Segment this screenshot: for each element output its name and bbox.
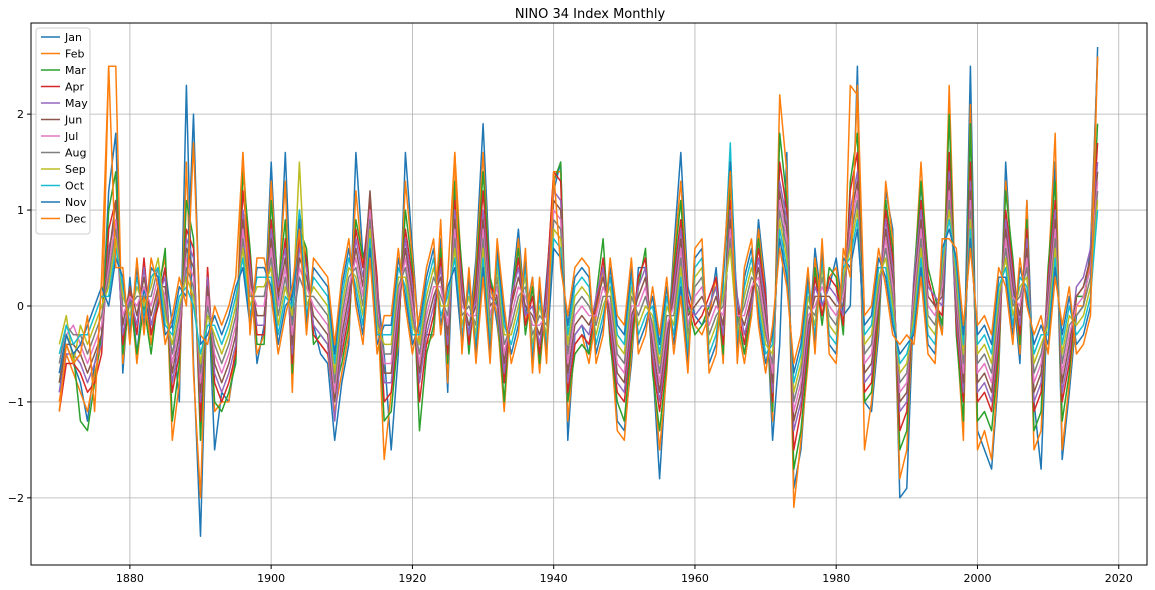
legend-label: Sep — [65, 163, 86, 176]
y-tick-label: 1 — [17, 204, 24, 217]
legend-label: Jan — [64, 31, 82, 44]
series-line-aug — [58, 190, 1099, 403]
y-tick-label: −2 — [8, 492, 24, 505]
x-tick-label: 2000 — [963, 572, 991, 585]
x-tick-label: 1920 — [398, 572, 426, 585]
legend: Jan Feb Mar Apr May Jun Jul Aug Sep Oct Nov Dec — [35, 27, 91, 235]
legend-label: Feb — [65, 48, 84, 61]
x-axis: 1880 1900 1920 1940 1960 1980 2000 2020 — [116, 565, 1133, 585]
y-tick-label: 0 — [17, 300, 24, 313]
plot-frame — [30, 22, 1148, 566]
chart-title: NINO 34 Index Monthly — [515, 7, 666, 22]
series-lines — [58, 46, 1099, 537]
legend-label: Dec — [65, 213, 86, 226]
legend-label: Nov — [65, 196, 87, 209]
legend-label: Oct — [65, 180, 85, 193]
series-line-jul — [58, 181, 1099, 413]
x-tick-label: 1940 — [540, 572, 568, 585]
legend-label: Aug — [65, 147, 86, 160]
y-tick-label: 2 — [17, 108, 24, 121]
y-axis: −2 −1 0 1 2 — [8, 108, 31, 505]
series-line-dec — [58, 56, 1099, 413]
legend-label: Jun — [64, 114, 82, 127]
series-line-sep — [58, 161, 1099, 394]
series-line-jun — [58, 171, 1099, 422]
series-line-mar — [58, 113, 1099, 470]
legend-box — [35, 27, 91, 235]
x-tick-label: 1880 — [116, 572, 144, 585]
series-line-may — [58, 162, 1099, 432]
x-tick-label: 2020 — [1105, 572, 1133, 585]
series-line-oct — [58, 142, 1099, 384]
legend-label: Apr — [65, 81, 85, 94]
legend-label: May — [65, 97, 88, 110]
x-tick-label: 1980 — [822, 572, 850, 585]
legend-label: Jul — [64, 130, 78, 143]
x-tick-label: 1960 — [681, 572, 709, 585]
series-line-nov — [58, 46, 1099, 374]
x-tick-label: 1900 — [257, 572, 285, 585]
series-line-apr — [58, 142, 1099, 451]
legend-label: Mar — [65, 64, 86, 77]
y-tick-label: −1 — [8, 396, 24, 409]
